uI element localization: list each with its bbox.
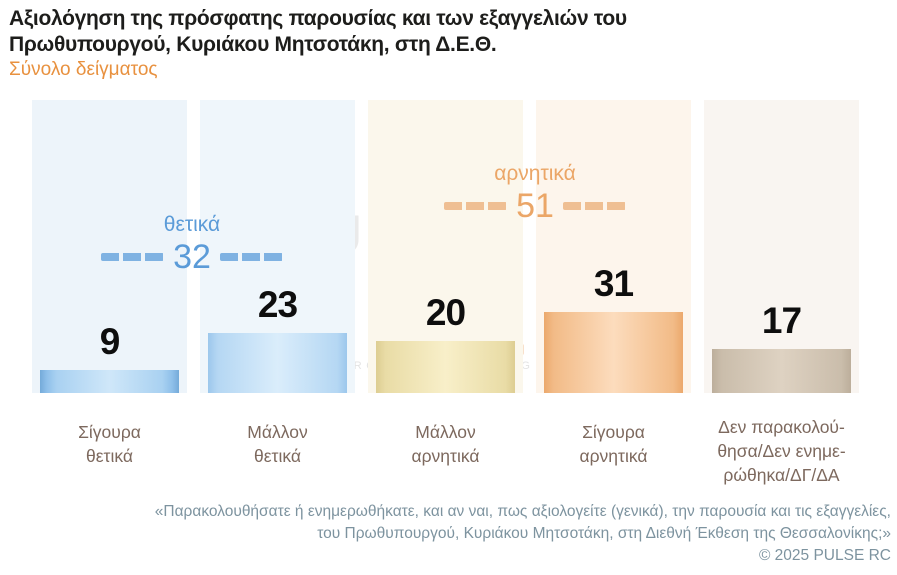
category-line: Μάλλον — [415, 422, 476, 442]
category-line: ρώθηκα/ΔΓ/ΔΑ — [723, 465, 840, 485]
dash-line-right — [219, 253, 283, 261]
bar-column-sigoura-thetika: 9 — [32, 100, 187, 393]
category-line: θετικά — [254, 446, 301, 466]
survey-question-line-2: του Πρωθυπουργού, Κυριάκου Μητσοτάκη, στ… — [317, 525, 891, 542]
category-line: Δεν παρακολού- — [718, 417, 845, 437]
chart-subtitle: Σύνολο δείγματος — [9, 59, 158, 80]
survey-question-line-1: «Παρακολουθήσατε ή ενημερωθήκατε, και αν… — [154, 503, 891, 520]
category-line: Μάλλον — [247, 422, 308, 442]
group-positive-row: 32 — [77, 238, 307, 276]
category-label-mallon-thetika: Μάλλον θετικά — [190, 420, 365, 468]
bar-column-sigoura-arnitika: 31 — [536, 100, 691, 393]
bar-value-label: 31 — [593, 263, 634, 304]
group-total-positive: θετικά 32 — [77, 213, 307, 276]
group-negative-row: 51 — [420, 187, 650, 225]
bar — [208, 333, 347, 393]
group-negative-label: αρνητικά — [494, 162, 576, 185]
category-line: Σίγουρα — [582, 422, 645, 442]
category-label-sigoura-arnitika: Σίγουρα αρνητικά — [526, 420, 701, 468]
category-label-den-parakolouthisa: Δεν παρακολού- θησα/Δεν ενημε- ρώθηκα/ΔΓ… — [694, 415, 869, 487]
dash-line-left — [101, 253, 165, 261]
bar-value-label: 20 — [425, 292, 466, 333]
group-positive-label: θετικά — [163, 213, 221, 236]
dash-line-right — [562, 202, 626, 210]
category-line: θησα/Δεν ενημε- — [717, 441, 846, 461]
bar-value-label: 17 — [761, 300, 802, 341]
group-total-negative: αρνητικά 51 — [420, 162, 650, 225]
bar-column-mallon-arnitika: 20 — [368, 100, 523, 393]
category-label-mallon-arnitika: Μάλλον αρνητικά — [358, 420, 533, 468]
footer: «Παρακολουθήσατε ή ενημερωθήκατε, και αν… — [155, 501, 891, 567]
bar-column-mallon-thetika: 23 — [200, 100, 355, 393]
category-line: αρνητικά — [579, 446, 648, 466]
bar — [40, 370, 179, 393]
group-negative-value: 51 — [516, 187, 554, 225]
bar-value-label: 9 — [99, 321, 121, 362]
bar — [712, 349, 851, 393]
page-title: Αξιολόγηση της πρόσφατης παρουσίας και τ… — [9, 6, 627, 58]
bar — [376, 341, 515, 393]
bar-chart: PULSE RESEARCH & CONSULTING 9 23 20 31 1… — [0, 100, 897, 393]
bar-column-den-parakolouthisa: 17 — [704, 100, 859, 393]
bar-value-label: 23 — [257, 284, 298, 325]
category-line: αρνητικά — [411, 446, 480, 466]
copyright: © 2025 PULSE RC — [758, 547, 891, 564]
group-positive-value: 32 — [173, 238, 211, 276]
title-line-1: Αξιολόγηση της πρόσφατης παρουσίας και τ… — [9, 7, 627, 30]
bar — [544, 312, 683, 393]
title-line-2: Πρωθυπουργού, Κυριάκου Μητσοτάκη, στη Δ.… — [9, 33, 497, 56]
category-line: θετικά — [86, 446, 133, 466]
category-label-sigoura-thetika: Σίγουρα θετικά — [22, 420, 197, 468]
dash-line-left — [444, 202, 508, 210]
category-line: Σίγουρα — [78, 422, 141, 442]
